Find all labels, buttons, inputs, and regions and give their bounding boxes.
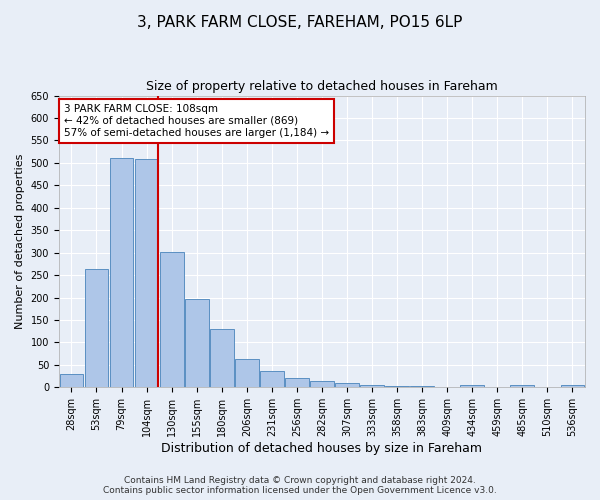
Text: Contains HM Land Registry data © Crown copyright and database right 2024.
Contai: Contains HM Land Registry data © Crown c… [103,476,497,495]
Bar [85,270,109,388]
Bar [385,386,409,388]
Bar [310,381,334,388]
Bar [410,386,434,388]
Title: Size of property relative to detached houses in Fareham: Size of property relative to detached ho… [146,80,498,93]
Bar [160,252,184,388]
Bar [185,300,209,388]
Bar [335,384,359,388]
Bar [235,358,259,388]
Bar [110,158,133,388]
Text: 3, PARK FARM CLOSE, FAREHAM, PO15 6LP: 3, PARK FARM CLOSE, FAREHAM, PO15 6LP [137,15,463,30]
Bar [210,329,233,388]
Bar [511,385,534,388]
Bar [560,385,584,388]
Bar [285,378,309,388]
Bar [460,385,484,388]
Bar [59,374,83,388]
Bar [260,370,284,388]
Y-axis label: Number of detached properties: Number of detached properties [15,154,25,329]
Text: 3 PARK FARM CLOSE: 108sqm
← 42% of detached houses are smaller (869)
57% of semi: 3 PARK FARM CLOSE: 108sqm ← 42% of detac… [64,104,329,138]
Bar [360,385,384,388]
X-axis label: Distribution of detached houses by size in Fareham: Distribution of detached houses by size … [161,442,482,455]
Bar [134,160,158,388]
